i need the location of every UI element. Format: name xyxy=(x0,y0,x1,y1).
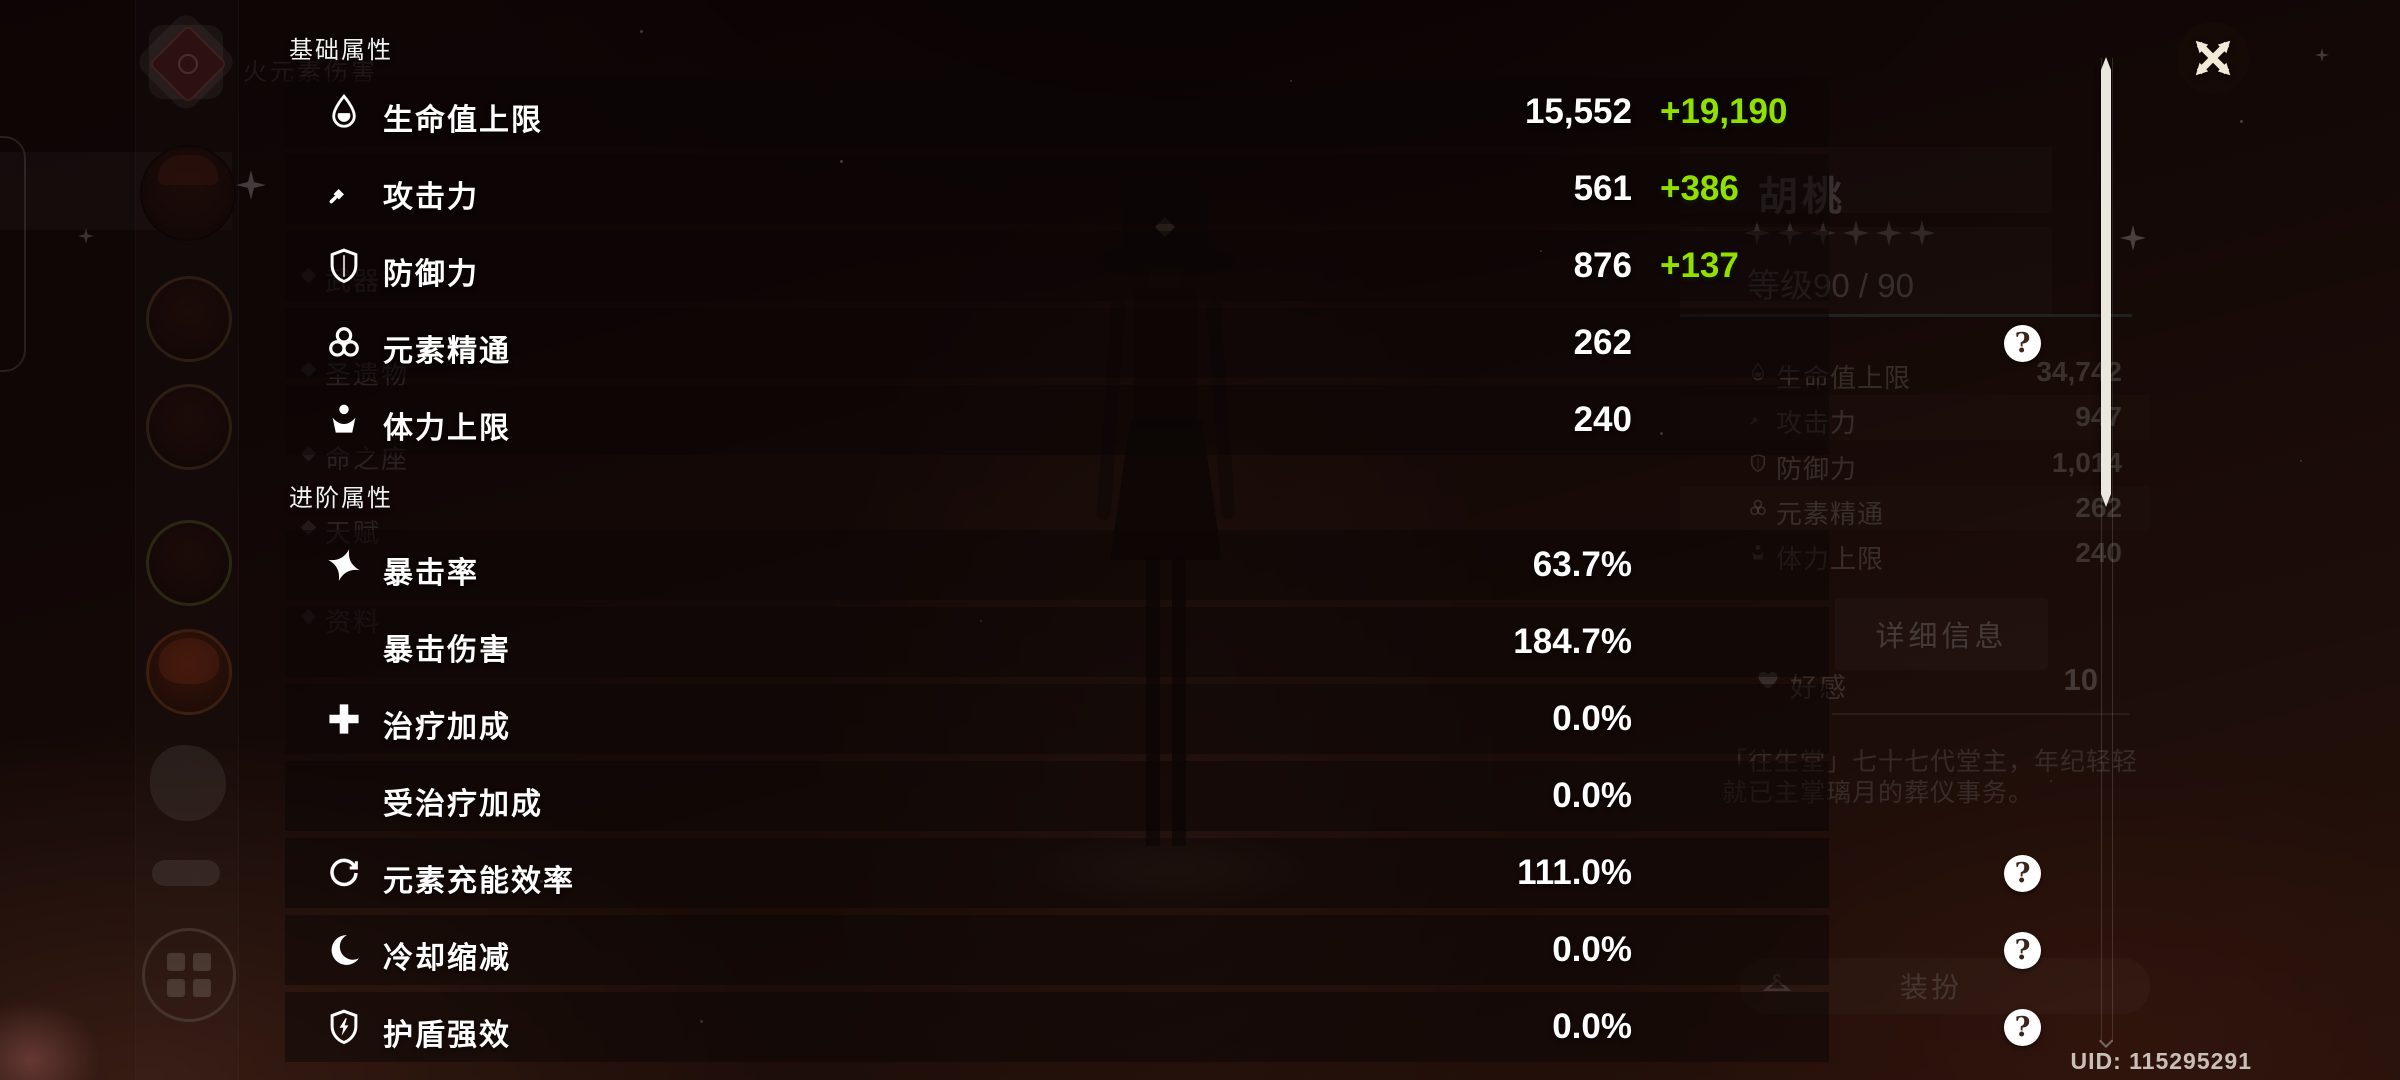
help-icon[interactable]: ? xyxy=(2004,932,2041,969)
stat-label: 暴击率 xyxy=(383,557,479,590)
help-icon[interactable]: ? xyxy=(2004,1009,2041,1046)
stat-label: 受治疗加成 xyxy=(383,788,543,821)
stat-row[interactable]: 元素精通 262 xyxy=(285,308,1829,378)
help-icon[interactable]: ? xyxy=(2004,855,2041,892)
stat-row[interactable]: 生命值上限 15,552 +19,190 xyxy=(285,77,1829,147)
uid-label: UID: 115295291 xyxy=(2070,1048,2252,1074)
stat-value: 0.0% xyxy=(1552,776,1632,815)
section-header: 进阶属性 xyxy=(289,485,393,512)
stat-value: 184.7% xyxy=(1513,622,1632,661)
stat-label: 元素充能效率 xyxy=(383,865,575,898)
sparkle-dot xyxy=(2050,780,2052,782)
stat-label: 攻击力 xyxy=(383,181,479,214)
stat-label: 生命值上限 xyxy=(383,104,543,137)
sparkle-dot xyxy=(1540,250,1542,252)
sparkle-dot xyxy=(1290,80,1292,82)
stat-bonus-value: +19,190 xyxy=(1660,92,1788,131)
section-header: 基础属性 xyxy=(289,37,393,64)
sparkle-dot xyxy=(980,620,982,622)
stat-row[interactable]: 护盾强效 0.0% xyxy=(285,992,1829,1062)
stat-value: 111.0% xyxy=(1517,853,1632,892)
stat-label: 治疗加成 xyxy=(383,711,511,744)
hp-drop-icon xyxy=(325,93,363,131)
stat-value: 262 xyxy=(1573,323,1632,362)
energy-recharge-icon xyxy=(325,854,363,892)
stat-value: 15,552 xyxy=(1524,92,1632,131)
stat-label: 元素精通 xyxy=(383,335,511,368)
sparkle-dot xyxy=(540,880,543,883)
sparkle-dot xyxy=(840,160,843,163)
stat-bonus-value: +386 xyxy=(1660,169,1739,208)
crit-rate-icon xyxy=(325,546,363,584)
close-button[interactable] xyxy=(2177,22,2249,94)
close-icon xyxy=(2195,40,2231,76)
stat-row[interactable]: 治疗加成 0.0% xyxy=(285,684,1829,754)
stat-value: 0.0% xyxy=(1552,699,1632,738)
shield-icon xyxy=(325,247,363,285)
cooldown-icon xyxy=(325,931,363,969)
sparkle-dot xyxy=(2300,460,2302,462)
stat-row[interactable]: 防御力 876 +137 xyxy=(285,231,1829,301)
sparkle-star-icon xyxy=(78,228,94,244)
sword-icon xyxy=(325,170,363,208)
scrollbar-thumb[interactable] xyxy=(2101,57,2111,507)
stat-row[interactable]: 体力上限 240 xyxy=(285,385,1829,455)
stamina-icon xyxy=(325,401,363,439)
stat-value: 561 xyxy=(1573,169,1632,208)
stat-label: 体力上限 xyxy=(383,412,511,445)
stat-row[interactable]: 暴击率 63.7% xyxy=(285,530,1829,600)
stat-value: 63.7% xyxy=(1532,545,1632,584)
sparkle-dot xyxy=(640,30,643,33)
shield-strength-icon xyxy=(325,1008,363,1046)
sparkle-dot xyxy=(700,1020,703,1023)
sparkle-dot xyxy=(1660,432,1663,435)
sparkle-dot xyxy=(430,340,432,342)
stat-value: 876 xyxy=(1573,246,1632,285)
stat-row[interactable]: 冷却缩减 0.0% xyxy=(285,915,1829,985)
elemental-mastery-icon xyxy=(325,324,363,362)
stat-label: 暴击伤害 xyxy=(383,634,511,667)
help-icon[interactable]: ? xyxy=(2004,325,2041,362)
sparkle-star-icon xyxy=(2120,225,2146,251)
stat-row[interactable]: 暴击伤害 184.7% xyxy=(285,607,1829,677)
stat-row[interactable]: 元素充能效率 111.0% xyxy=(285,838,1829,908)
stat-value: 240 xyxy=(1573,400,1632,439)
stat-label: 护盾强效 xyxy=(383,1019,511,1052)
stat-bonus-value: +137 xyxy=(1660,246,1739,285)
stat-label: 防御力 xyxy=(383,258,479,291)
stat-row[interactable]: 受治疗加成 0.0% xyxy=(285,761,1829,831)
stat-value: 0.0% xyxy=(1552,930,1632,969)
stat-row[interactable]: 攻击力 561 +386 xyxy=(285,154,1829,224)
stat-value: 0.0% xyxy=(1552,1007,1632,1046)
healing-icon xyxy=(325,700,363,738)
sparkle-dot xyxy=(2240,120,2243,123)
stat-label: 冷却缩减 xyxy=(383,942,511,975)
scrollbar-track[interactable] xyxy=(2101,58,2113,1042)
sparkle-star-icon xyxy=(2315,48,2329,62)
